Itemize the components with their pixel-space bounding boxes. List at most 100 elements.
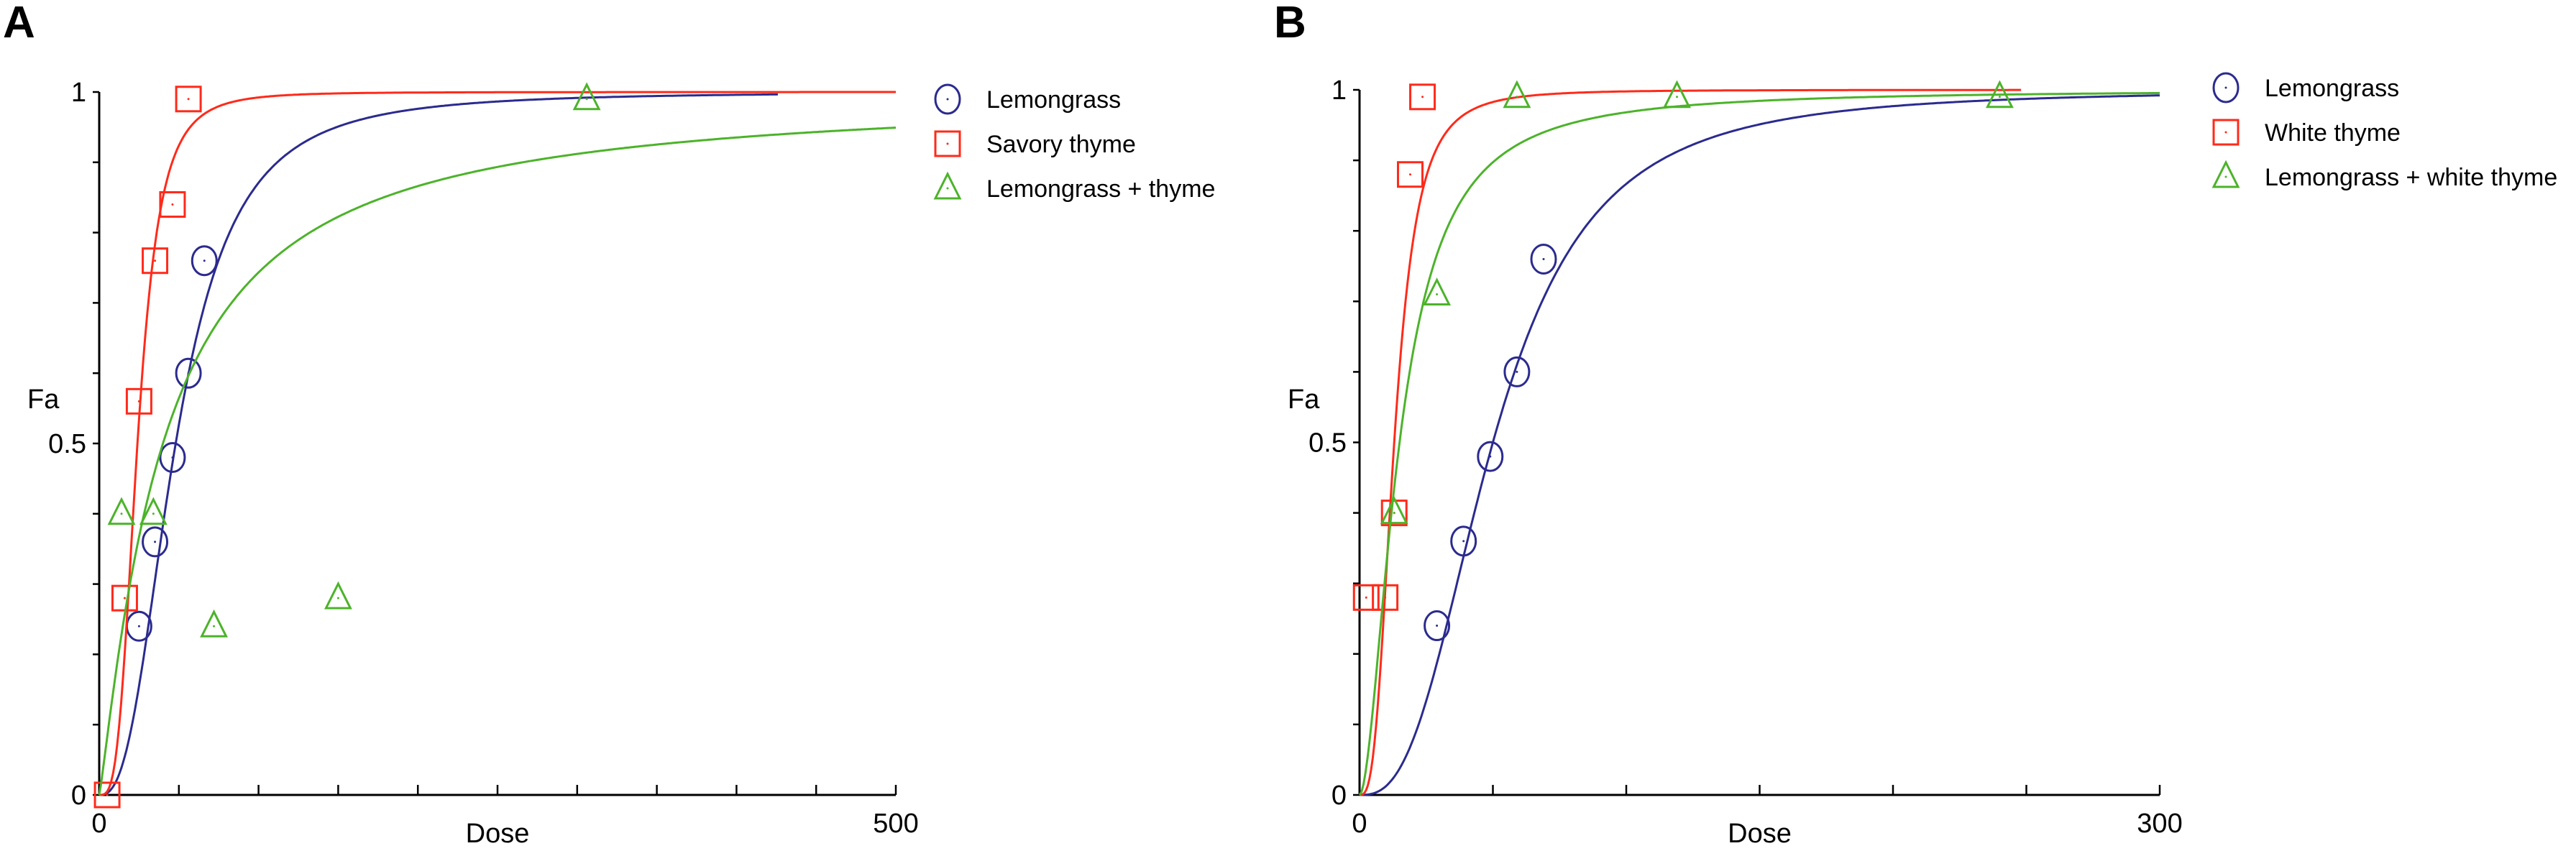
- y-tick-label: 1: [71, 78, 86, 108]
- fit-curve: [1360, 94, 2160, 796]
- triangle-marker: [1985, 80, 2014, 109]
- marker-center-dot: [1489, 455, 1492, 458]
- series-lemongrass-thyme: [98, 82, 897, 796]
- circle-marker: [142, 526, 169, 558]
- legend-marker: [2212, 119, 2240, 146]
- data-point: [1450, 525, 1477, 557]
- legend-label: Lemongrass + thyme: [986, 175, 1215, 203]
- legend-marker: [2211, 160, 2240, 188]
- marker-center-dot: [585, 98, 588, 101]
- y-tick-label: 0.5: [48, 429, 86, 459]
- marker-center-dot: [946, 98, 949, 101]
- data-point: [142, 247, 169, 275]
- data-point: [1477, 441, 1504, 472]
- data-point: [159, 442, 186, 474]
- legend-item: Lemongrass: [934, 83, 1121, 115]
- y-tick-label: 0.5: [1308, 428, 1347, 459]
- triangle-marker: [200, 609, 228, 638]
- data-point: [142, 526, 169, 558]
- marker-center-dot: [1516, 96, 1518, 98]
- circle-marker: [1503, 356, 1531, 387]
- circle-marker: [175, 357, 202, 389]
- marker-center-dot: [1462, 540, 1465, 543]
- marker-center-dot: [106, 794, 109, 796]
- data-point: [107, 497, 136, 525]
- marker-center-dot: [2224, 175, 2227, 178]
- data-point: [139, 497, 168, 525]
- circle-marker: [1477, 441, 1504, 472]
- legend-marker: [934, 130, 961, 157]
- legend-marker: [2212, 72, 2240, 104]
- triangle-marker: [107, 497, 136, 525]
- triangle-marker: [1423, 277, 1452, 305]
- data-point: [1409, 83, 1436, 111]
- triangle-marker: [1663, 80, 1691, 109]
- marker-center-dot: [203, 259, 206, 262]
- marker-center-dot: [946, 142, 949, 145]
- triangle-marker: [933, 171, 962, 200]
- series-lemongrass: [1360, 94, 2160, 796]
- legend-label: Savory thyme: [986, 131, 1136, 158]
- data-point: [1396, 161, 1424, 188]
- legend-marker: [934, 83, 961, 115]
- marker-center-dot: [1675, 96, 1678, 98]
- triangle-marker: [139, 497, 168, 525]
- data-point: [93, 781, 121, 809]
- marker-center-dot: [1998, 96, 2001, 98]
- legend-item: Lemongrass: [2212, 72, 2399, 104]
- data-point: [159, 190, 186, 218]
- triangle-marker: [1380, 496, 1408, 525]
- marker-center-dot: [152, 512, 155, 515]
- data-point: [175, 86, 202, 113]
- marker-center-dot: [946, 187, 949, 190]
- x-axis-label: Dose: [466, 819, 530, 849]
- data-point: [1424, 610, 1451, 642]
- y-tick-label: 0: [71, 781, 86, 811]
- data-point: [1530, 243, 1557, 275]
- triangle-marker: [1503, 80, 1531, 109]
- fit-curve: [1358, 91, 2160, 796]
- marker-center-dot: [1542, 257, 1545, 260]
- triangle-marker: [324, 581, 352, 610]
- circle-marker: [159, 442, 186, 474]
- circle-marker: [2212, 72, 2240, 104]
- panel-letter: A: [3, 0, 35, 47]
- marker-center-dot: [1436, 293, 1439, 295]
- circle-marker: [191, 245, 218, 277]
- square-marker: [175, 86, 202, 113]
- x-tick-label: 300: [2137, 809, 2182, 839]
- x-axis-label: Dose: [1728, 819, 1792, 849]
- panel-b: B 0 0.5 1 0 300 Dose Fa Lemongrass White thyme Lem…: [1274, 0, 2557, 849]
- x-tick-label: 0: [91, 809, 106, 839]
- series-lemongrass-white-thyme: [1358, 80, 2160, 796]
- data-point: [1985, 80, 2014, 109]
- series-savory-thyme: [93, 86, 896, 809]
- data-point: [191, 245, 218, 277]
- triangle-marker: [572, 82, 601, 111]
- legend-marker: [933, 171, 962, 200]
- legend-item: White thyme: [2212, 119, 2401, 147]
- square-marker: [1352, 584, 1380, 611]
- data-point: [125, 387, 152, 415]
- marker-center-dot: [187, 98, 190, 101]
- legend-item: Lemongrass + white thyme: [2211, 160, 2557, 191]
- triangle-marker: [2211, 160, 2240, 188]
- legend-item: Savory thyme: [934, 130, 1136, 158]
- marker-center-dot: [120, 512, 123, 515]
- square-marker: [142, 247, 169, 275]
- square-marker: [1409, 83, 1436, 111]
- square-marker: [159, 190, 186, 218]
- series-white-thyme: [1352, 83, 2022, 796]
- circle-marker: [1424, 610, 1451, 642]
- data-point: [1503, 80, 1531, 109]
- marker-center-dot: [1436, 625, 1439, 627]
- x-tick-label: 500: [873, 809, 918, 839]
- marker-center-dot: [137, 625, 140, 627]
- square-marker: [125, 387, 152, 415]
- legend-label: White thyme: [2265, 119, 2401, 147]
- legend-label: Lemongrass: [2265, 75, 2399, 102]
- square-marker: [1396, 161, 1424, 188]
- square-marker: [2212, 119, 2240, 146]
- y-axis-label: Fa: [27, 385, 60, 415]
